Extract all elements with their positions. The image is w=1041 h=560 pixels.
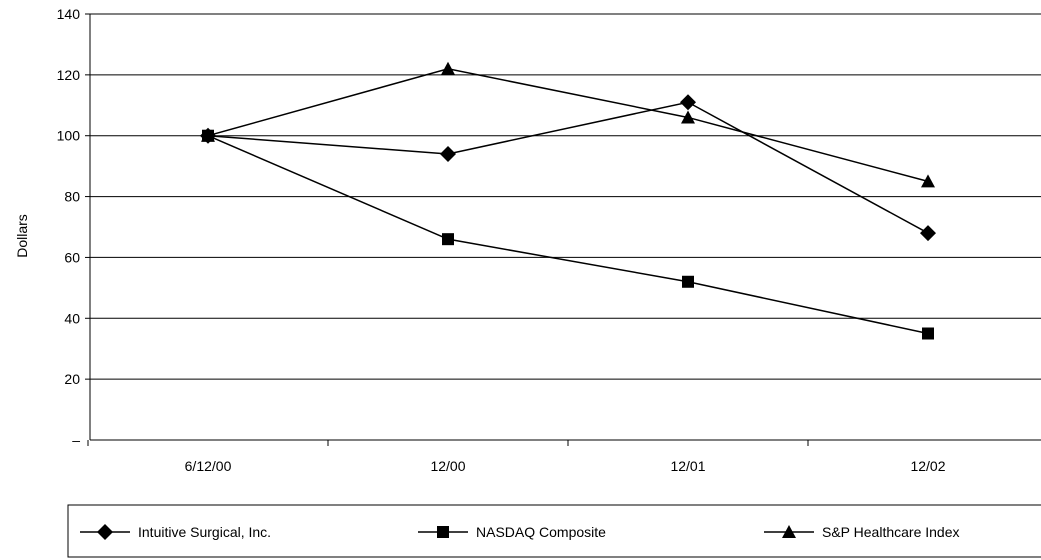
- y-tick-label: 40: [64, 310, 80, 326]
- data-point-triangle: [681, 110, 695, 124]
- series-line: [207, 135, 929, 335]
- data-point-triangle: [921, 174, 935, 188]
- legend-label: NASDAQ Composite: [476, 524, 606, 540]
- legend-item: NASDAQ Composite: [418, 524, 606, 540]
- data-point-square: [682, 275, 694, 288]
- y-tick-label: 100: [57, 128, 81, 144]
- x-tick-label: 12/00: [430, 458, 465, 474]
- data-point-diamond: [680, 94, 696, 111]
- data-point-triangle: [201, 128, 215, 142]
- legend-marker-diamond: [97, 524, 113, 540]
- y-tick-label: 60: [64, 249, 80, 265]
- x-tick-labels: 6/12/00 12/00 12/01 12/02: [185, 458, 946, 474]
- grid-lines: [90, 13, 1041, 380]
- x-tick-label: 6/12/00: [185, 458, 232, 474]
- axes: [85, 13, 1041, 446]
- y-tick-labels: 140 120 100 80 60 40 20 –: [57, 6, 81, 448]
- legend-label: Intuitive Surgical, Inc.: [138, 524, 271, 540]
- y-tick-label: 20: [64, 371, 80, 387]
- data-point-square: [442, 233, 454, 246]
- series-0: [200, 94, 936, 242]
- series: [200, 61, 936, 340]
- series-line: [207, 68, 929, 183]
- series-1: [202, 129, 934, 340]
- legend-item: S&P Healthcare Index: [764, 524, 960, 540]
- data-point-diamond: [440, 145, 456, 162]
- legend-marker-triangle: [782, 525, 796, 538]
- series-2: [201, 61, 935, 188]
- y-tick-label: 120: [57, 67, 81, 83]
- legend-label: S&P Healthcare Index: [822, 524, 960, 540]
- x-tick-label: 12/01: [670, 458, 705, 474]
- legend-box: [67, 504, 1041, 558]
- legend: Intuitive Surgical, Inc. NASDAQ Composite…: [67, 504, 1041, 558]
- data-point-square: [922, 327, 934, 340]
- y-tick-label-zero: –: [72, 432, 80, 448]
- data-point-diamond: [920, 225, 936, 242]
- legend-marker-square: [437, 526, 449, 538]
- y-axis-label: Dollars: [14, 214, 30, 258]
- y-tick-label: 140: [57, 6, 81, 22]
- legend-item: Intuitive Surgical, Inc.: [80, 524, 271, 540]
- data-point-triangle: [441, 61, 455, 75]
- series-line: [207, 101, 929, 234]
- x-tick-label: 12/02: [910, 458, 945, 474]
- y-tick-label: 80: [64, 189, 80, 205]
